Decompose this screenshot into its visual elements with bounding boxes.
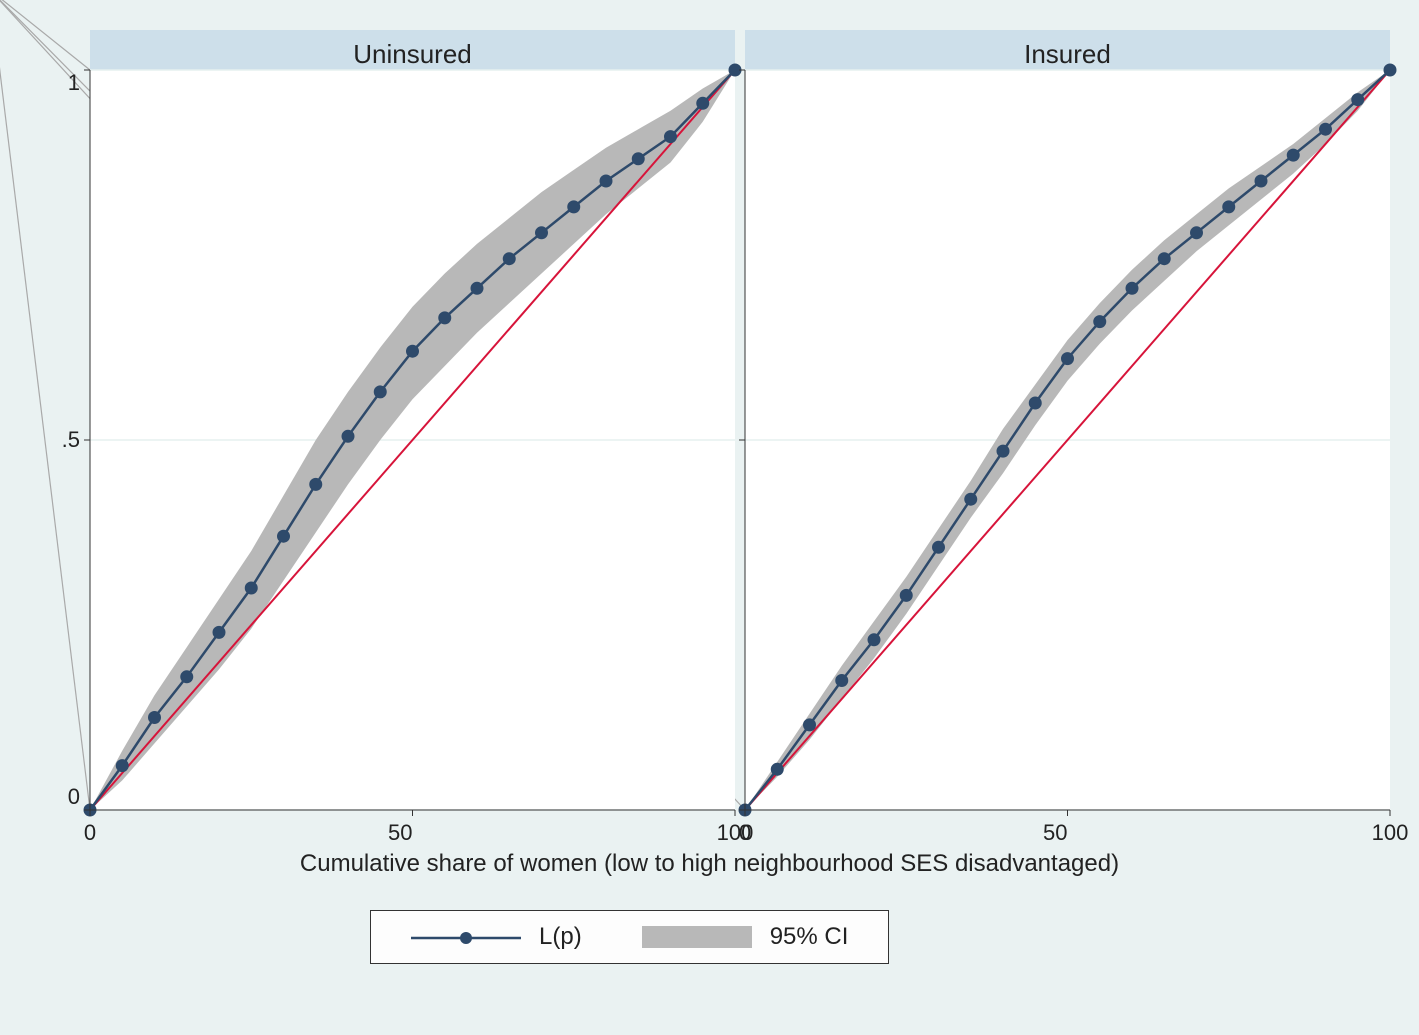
lp-marker [771, 763, 783, 775]
lp-marker [900, 589, 912, 601]
lp-marker [149, 712, 161, 724]
plot-area [90, 70, 735, 810]
lp-marker [1223, 201, 1235, 213]
lp-marker [568, 201, 580, 213]
legend-item: 95% CI [642, 923, 849, 951]
panel-insured: Insured [745, 30, 1390, 810]
legend: L(p) 95% CI [370, 910, 889, 964]
lp-marker [632, 153, 644, 165]
lp-marker [116, 760, 128, 772]
lp-marker [1029, 397, 1041, 409]
lp-marker [997, 445, 1009, 457]
lp-marker [1255, 175, 1267, 187]
y-axis: 1.50 [45, 70, 82, 810]
lp-marker [600, 175, 612, 187]
lp-marker [1158, 253, 1170, 265]
lp-marker [868, 634, 880, 646]
lp-marker [804, 719, 816, 731]
lp-marker [342, 430, 354, 442]
x-tick-label: 50 [388, 820, 412, 846]
legend-swatch-ci [642, 926, 752, 948]
lp-marker [697, 97, 709, 109]
panel-title: Insured [745, 30, 1390, 70]
lp-marker [407, 345, 419, 357]
lp-marker [1191, 227, 1203, 239]
lp-marker [181, 671, 193, 683]
x-tick-label: 0 [84, 820, 96, 846]
x-axis-row: 050100 050100 [90, 812, 1390, 846]
panel-uninsured: Uninsured [90, 30, 735, 810]
lp-marker [1126, 282, 1138, 294]
lp-marker [278, 530, 290, 542]
x-tick-label: 100 [1372, 820, 1409, 846]
panels-row: UninsuredInsured [90, 30, 1390, 810]
lp-marker [536, 227, 548, 239]
legend-label: L(p) [539, 923, 582, 951]
lp-marker [245, 582, 257, 594]
lp-marker [836, 675, 848, 687]
lp-marker [965, 493, 977, 505]
x-tick-label: 50 [1043, 820, 1067, 846]
lp-marker [503, 253, 515, 265]
y-tick-label: 1 [68, 70, 82, 96]
x-axis-label: Cumulative share of women (low to high n… [0, 850, 1419, 878]
legend-label: 95% CI [770, 923, 849, 951]
y-tick: .5 [62, 427, 82, 453]
y-tick: 1 [68, 70, 82, 96]
plot-area [745, 70, 1390, 810]
lp-marker [933, 541, 945, 553]
y-tick-label: 0 [68, 784, 82, 810]
legend-swatch-line [411, 927, 521, 947]
lp-marker [1384, 64, 1396, 76]
x-axis: 050100 [90, 812, 735, 846]
panel-title: Uninsured [90, 30, 735, 70]
x-tick-label: 0 [739, 820, 751, 846]
lp-marker [1287, 149, 1299, 161]
y-tick: 0 [68, 784, 82, 810]
lp-marker [310, 478, 322, 490]
y-tick-label: .5 [62, 427, 82, 453]
lp-marker [665, 131, 677, 143]
lp-marker [439, 312, 451, 324]
figure-container: 1.50 UninsuredInsured 050100050100 Cumul… [0, 0, 1419, 1035]
lp-marker [1320, 123, 1332, 135]
lp-marker [374, 386, 386, 398]
legend-item: L(p) [411, 923, 582, 951]
lp-marker [1352, 94, 1364, 106]
lp-marker [213, 626, 225, 638]
x-axis: 050100 [745, 812, 1390, 846]
lp-marker [471, 282, 483, 294]
lp-marker [1062, 353, 1074, 365]
lp-marker [1094, 316, 1106, 328]
